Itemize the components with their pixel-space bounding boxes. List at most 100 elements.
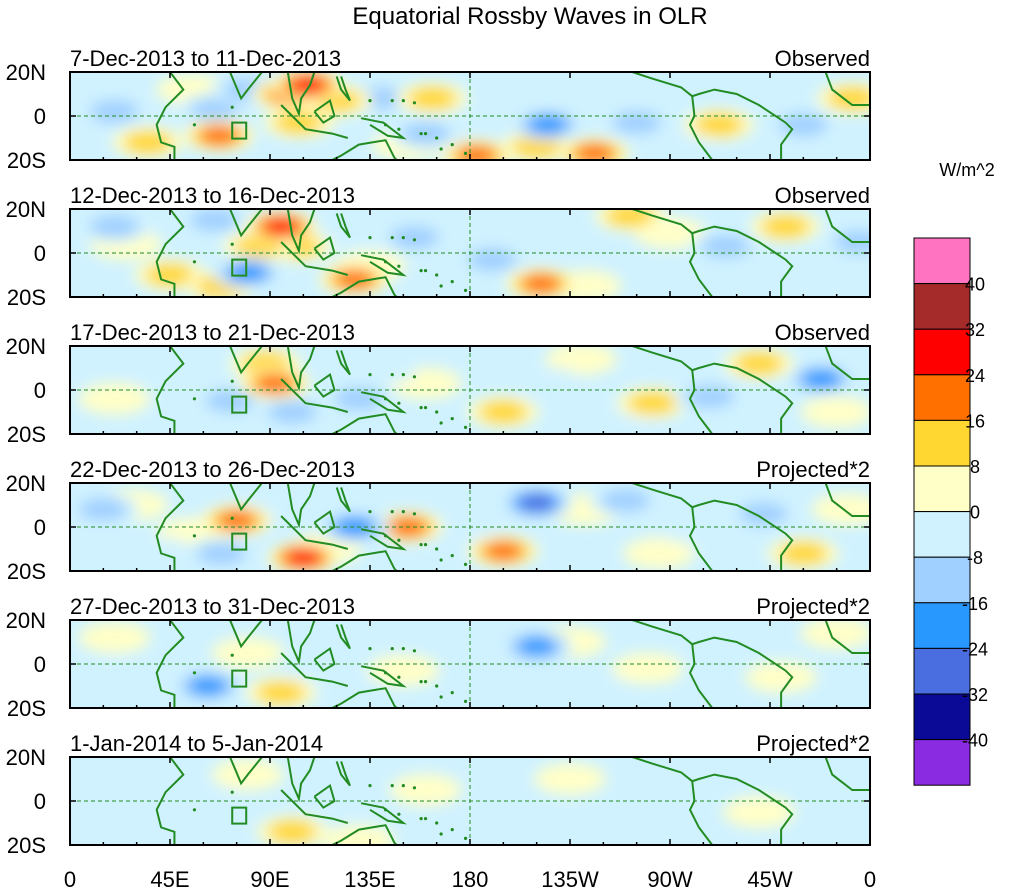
panel-ticks [69, 208, 871, 298]
india-coast [229, 209, 264, 238]
island [419, 406, 423, 410]
india-coast [229, 346, 264, 375]
anomaly-blob [189, 209, 239, 232]
island [435, 684, 439, 688]
olr-field [70, 209, 870, 297]
island [463, 562, 468, 567]
anomaly-blob [189, 98, 239, 121]
x-tick-label: 135E [344, 867, 395, 890]
island [419, 543, 423, 547]
sumatra-java-coast [280, 378, 349, 413]
island [390, 236, 394, 240]
sumatra-java-coast [280, 515, 349, 550]
colorbar-swatch [913, 374, 971, 421]
island [412, 512, 417, 516]
island [450, 691, 454, 695]
west-africa-coast [824, 620, 870, 654]
island [192, 808, 197, 812]
new-guinea-coast [360, 391, 407, 414]
panel-ticks [69, 71, 871, 161]
colorbar-label: 0 [970, 503, 980, 523]
anomaly-blob [801, 369, 841, 389]
anomaly-blob [256, 681, 306, 704]
island [463, 288, 468, 292]
island [230, 516, 234, 520]
anomaly-blob [512, 135, 562, 159]
anomaly-blob [407, 87, 457, 110]
new-guinea-coast [360, 117, 407, 140]
y-tick-label: 20S [7, 148, 46, 173]
anomaly-blob [605, 209, 655, 227]
island [435, 547, 439, 551]
west-africa-coast [824, 483, 870, 517]
colorbar-label: -40 [962, 731, 988, 751]
colorbar-swatch [913, 556, 971, 604]
y-tick-label: 20N [6, 471, 46, 496]
island [401, 236, 405, 240]
island [412, 375, 417, 379]
panel-type-label: Observed [775, 46, 870, 71]
anomaly-blob [521, 274, 561, 294]
americas-west-coast [688, 96, 714, 160]
anomaly-blob [89, 100, 139, 123]
anomaly-blob [367, 654, 440, 687]
island [401, 99, 405, 103]
anomaly-blob [196, 542, 246, 565]
chagos-box [231, 806, 248, 825]
x-tick-label: 0 [864, 867, 876, 890]
borneo-coast [313, 98, 336, 124]
island [450, 143, 454, 147]
coastlines [155, 72, 870, 160]
island [439, 284, 443, 288]
americas-east-coast [631, 346, 794, 434]
anomaly-blob [478, 400, 528, 424]
india-coast [229, 620, 264, 649]
anomaly-blob [389, 774, 462, 806]
panel-type-label: Projected*2 [756, 731, 870, 756]
anomaly-blob [678, 626, 751, 658]
americas-west-coast [688, 781, 714, 845]
africa-coast [155, 346, 185, 434]
anomaly-blob [286, 549, 320, 566]
colorbar-label: 24 [965, 366, 985, 386]
panel-ticks [69, 345, 871, 435]
anomaly-blob [575, 144, 614, 160]
y-tick-label: 20N [6, 608, 46, 633]
new-guinea-coast [360, 254, 407, 277]
island [401, 784, 405, 788]
island [368, 510, 372, 514]
island [419, 680, 423, 684]
island [397, 812, 401, 816]
coastlines [155, 483, 870, 571]
indochina-coast [286, 757, 316, 803]
anomaly-blob [334, 387, 384, 411]
anomaly-blob [534, 763, 606, 795]
y-tick-label: 20S [7, 833, 46, 858]
americas-east-coast [631, 757, 794, 845]
y-tick-label: 0 [34, 378, 46, 403]
sumatra-java-coast [280, 789, 349, 824]
island [390, 784, 394, 788]
y-tick-label: 0 [34, 104, 46, 129]
anomaly-blobs [78, 72, 870, 160]
island [192, 397, 197, 401]
island [435, 273, 439, 277]
map-panel: 20N 0 20S 17-Dec-2013 to 21-Dec-2013 Observe… [6, 320, 871, 447]
island [397, 127, 401, 131]
x-tick-label: 180 [452, 867, 489, 890]
panel-date-range: 17-Dec-2013 to 21-Dec-2013 [70, 320, 355, 345]
island [230, 790, 234, 794]
island [390, 647, 394, 651]
island [435, 410, 439, 414]
africa-coast [155, 209, 185, 297]
anomaly-blob [601, 489, 651, 512]
colorbar-swatch [913, 602, 971, 649]
philippines-coast [335, 761, 351, 787]
island [368, 99, 372, 103]
island [230, 379, 234, 383]
island [383, 534, 388, 538]
anomaly-blob [778, 542, 828, 565]
olr-field [70, 757, 870, 845]
island [423, 817, 428, 821]
panel-date-range: 27-Dec-2013 to 31-Dec-2013 [70, 594, 355, 619]
